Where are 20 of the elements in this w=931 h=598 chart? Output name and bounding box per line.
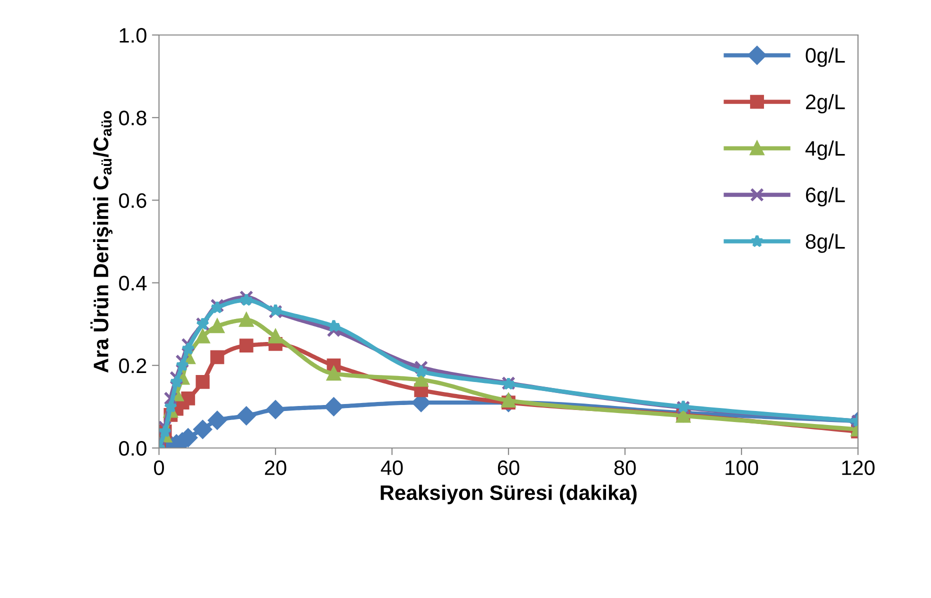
legend-label: 4g/L: [805, 140, 845, 160]
x-tick-label: 100: [726, 460, 758, 476]
y-tick-label: 0.0: [119, 441, 146, 456]
legend-label: 8g/L: [806, 234, 845, 253]
y-tick-label: 0.8: [119, 110, 146, 126]
y-tick-label: 0.2: [119, 358, 146, 374]
y-axis-title: Ara Ürün Derişimi C$_{aü}$/C$_{aüo}$: [90, 111, 113, 373]
y-tick-label: 0.4: [119, 276, 147, 291]
y-tick-label: 1.0: [120, 28, 146, 43]
legend-label: 6g/L: [806, 187, 845, 206]
legend-label: 0g/L: [806, 48, 845, 67]
x-tick-label: 120: [842, 460, 875, 476]
x-tick-label: 0: [154, 460, 164, 476]
x-axis-title: Reaksiyon Süresi (dakika): [380, 484, 637, 504]
legend-label: 2g/L: [806, 94, 845, 114]
x-tick-label: 40: [380, 460, 403, 476]
x-tick-label: 20: [264, 460, 286, 476]
x-tick-label: 80: [614, 460, 636, 476]
x-tick-label: 60: [498, 460, 520, 476]
y-tick-label: 0.6: [119, 193, 146, 208]
